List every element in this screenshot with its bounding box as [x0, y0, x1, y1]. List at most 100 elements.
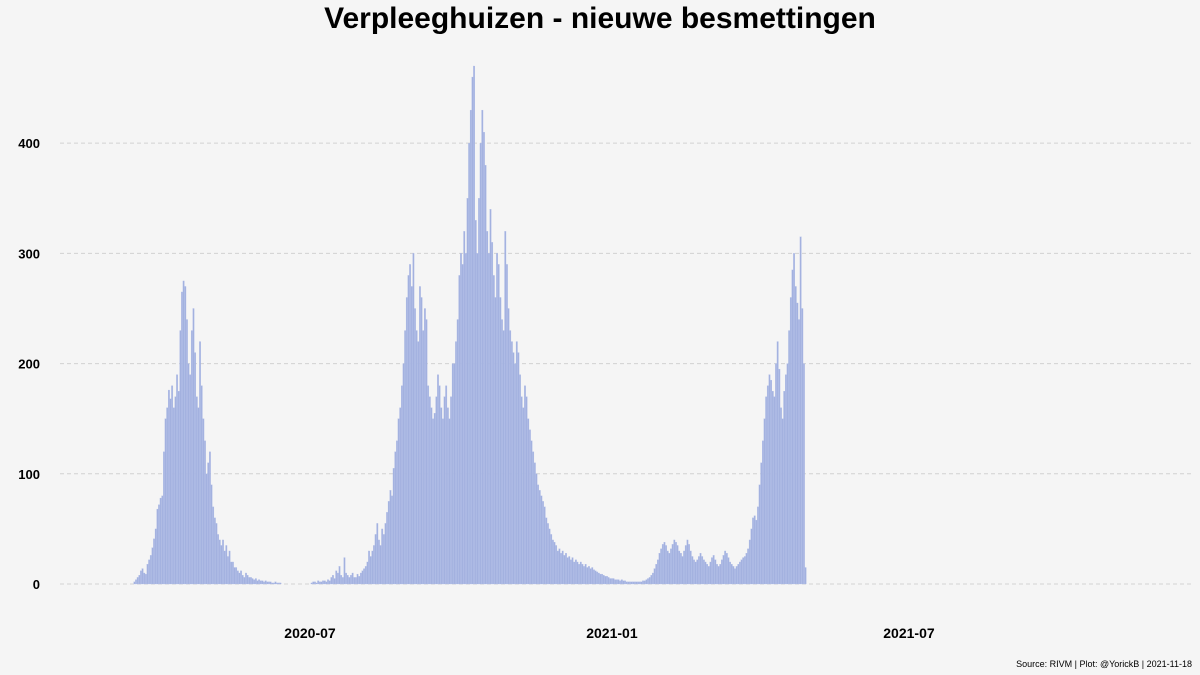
bar: [743, 556, 746, 585]
bar: [166, 407, 169, 585]
bar: [337, 572, 339, 585]
bar: [753, 515, 756, 585]
bar: [373, 545, 375, 585]
bar: [565, 553, 567, 585]
bar: [437, 374, 439, 585]
bar: [315, 582, 318, 585]
bar: [277, 582, 280, 585]
bar: [794, 286, 797, 585]
bar: [706, 564, 709, 585]
bar: [338, 566, 341, 585]
bar: [547, 523, 549, 585]
bar: [737, 564, 740, 585]
bar: [460, 253, 462, 585]
bar: [739, 561, 741, 585]
bar: [548, 528, 551, 585]
bar: [681, 556, 684, 585]
bar: [568, 556, 571, 585]
bar: [322, 580, 325, 585]
bar: [489, 209, 492, 585]
bar: [527, 418, 530, 585]
bar: [676, 545, 679, 585]
bar: [535, 473, 538, 585]
bar: [514, 363, 517, 585]
bar: [657, 559, 659, 585]
bar: [668, 553, 671, 585]
bar: [752, 517, 754, 585]
bar: [358, 576, 361, 585]
bar: [391, 495, 393, 585]
bar: [443, 396, 446, 585]
bar: [450, 396, 453, 585]
bar: [405, 297, 408, 585]
bar: [333, 578, 336, 585]
bar: [483, 132, 485, 585]
bar: [747, 548, 750, 585]
bar: [355, 577, 357, 585]
bar: [182, 280, 185, 585]
bar: [435, 396, 438, 585]
bar: [619, 580, 622, 585]
bar: [378, 539, 380, 585]
bar: [356, 573, 359, 585]
bar: [561, 550, 564, 585]
bar: [412, 253, 415, 585]
bar: [694, 561, 697, 585]
bar: [573, 561, 576, 585]
bar: [256, 580, 259, 585]
bar: [543, 506, 546, 585]
bar: [702, 559, 705, 585]
bar: [227, 556, 229, 585]
bar: [273, 582, 275, 585]
bar: [537, 484, 539, 585]
bar: [663, 541, 666, 585]
bar: [512, 352, 515, 585]
bar: [763, 418, 766, 585]
bar: [379, 545, 382, 585]
bar: [250, 577, 252, 585]
bar: [445, 385, 448, 585]
bar: [341, 577, 344, 585]
bar: [530, 440, 533, 585]
bar: [496, 253, 498, 585]
bar: [684, 545, 687, 585]
bar: [581, 564, 584, 585]
bar: [218, 539, 221, 585]
bar: [236, 570, 239, 585]
bar: [348, 577, 351, 585]
bar: [404, 330, 407, 585]
bar: [471, 76, 474, 585]
bar: [415, 330, 418, 585]
bar: [635, 581, 638, 585]
bar: [222, 539, 224, 585]
bar: [469, 109, 472, 585]
bar: [716, 564, 718, 585]
bar: [627, 581, 630, 585]
bar: [396, 440, 398, 585]
bar: [245, 572, 247, 585]
bar: [799, 236, 802, 585]
bar: [506, 264, 508, 585]
bar: [269, 581, 272, 585]
bar: [212, 506, 215, 585]
bar: [551, 539, 554, 585]
bar: [235, 567, 238, 585]
bar: [401, 385, 403, 585]
chart-title: Verpleeghuizen - nieuwe besmettingen: [324, 2, 876, 35]
bar: [478, 198, 480, 585]
bar: [729, 561, 731, 585]
bar: [384, 523, 387, 585]
bar: [781, 418, 784, 585]
bar: [793, 253, 795, 585]
bar: [407, 275, 410, 585]
y-tick-label: 200: [18, 357, 40, 372]
bar: [481, 109, 484, 585]
bar: [755, 519, 758, 585]
bar: [671, 544, 674, 585]
bar: [734, 568, 736, 585]
bar: [510, 341, 513, 585]
bar: [642, 580, 645, 585]
bar: [778, 368, 781, 585]
bar: [550, 534, 553, 585]
bar: [693, 559, 695, 585]
